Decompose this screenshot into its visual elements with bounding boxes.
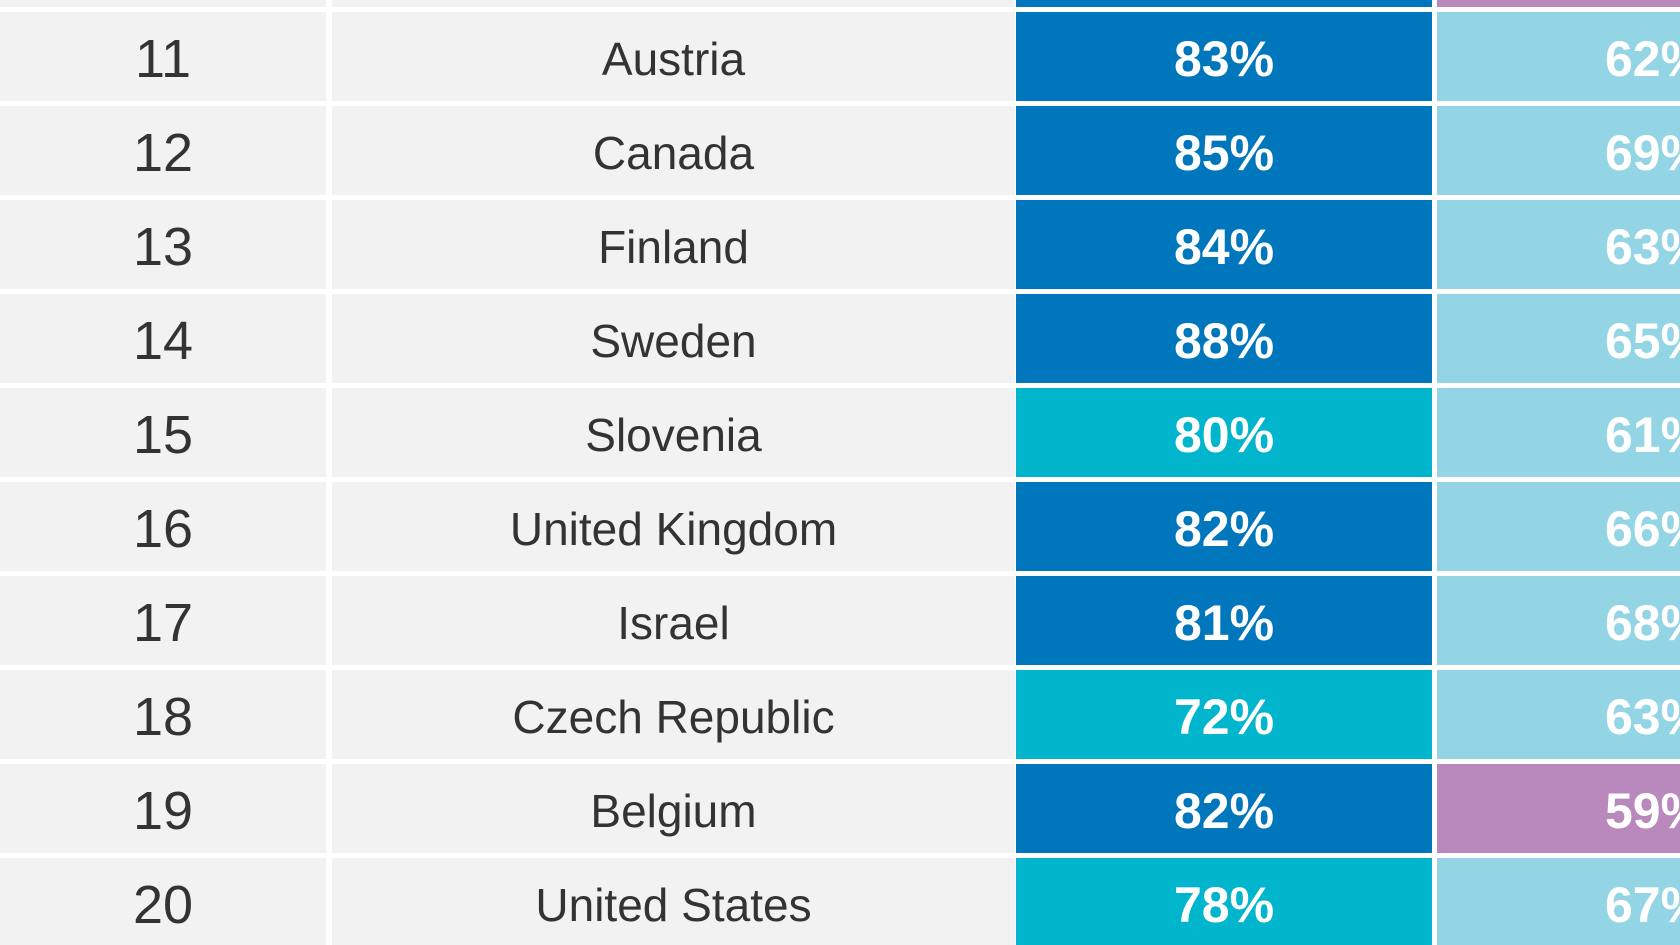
value-2-cell: 69%: [1437, 106, 1680, 195]
value-2-cell: [1437, 0, 1680, 7]
value-2-cell: 67%: [1437, 858, 1680, 945]
value-1-cell: 82%: [1016, 482, 1432, 571]
country-cell: Slovenia: [332, 388, 1015, 477]
country-cell: Belgium: [332, 764, 1015, 853]
value-1-cell: 78%: [1016, 858, 1432, 945]
rank-cell: [0, 0, 326, 7]
rank-cell: 14: [0, 294, 326, 383]
value-1-cell: 72%: [1016, 670, 1432, 759]
country-cell: Austria: [332, 12, 1015, 101]
value-1-cell: 80%: [1016, 388, 1432, 477]
value-2-cell: 59%: [1437, 764, 1680, 853]
value-1-cell: 84%: [1016, 200, 1432, 289]
value-2-cell: 61%: [1437, 388, 1680, 477]
rank-cell: 20: [0, 858, 326, 945]
value-1-cell: [1016, 0, 1432, 7]
value-2-cell: 65%: [1437, 294, 1680, 383]
country-cell: [332, 0, 1015, 7]
rank-cell: 19: [0, 764, 326, 853]
country-cell: United Kingdom: [332, 482, 1015, 571]
value-1-cell: 88%: [1016, 294, 1432, 383]
rank-cell: 16: [0, 482, 326, 571]
country-cell: Finland: [332, 200, 1015, 289]
rank-cell: 17: [0, 576, 326, 665]
value-2-cell: 63%: [1437, 200, 1680, 289]
value-2-cell: 62%: [1437, 12, 1680, 101]
country-cell: United States: [332, 858, 1015, 945]
rank-cell: 15: [0, 388, 326, 477]
value-2-cell: 63%: [1437, 670, 1680, 759]
country-cell: Canada: [332, 106, 1015, 195]
value-2-cell: 66%: [1437, 482, 1680, 571]
rank-cell: 12: [0, 106, 326, 195]
value-1-cell: 81%: [1016, 576, 1432, 665]
value-1-cell: 83%: [1016, 12, 1432, 101]
country-cell: Czech Republic: [332, 670, 1015, 759]
rank-cell: 13: [0, 200, 326, 289]
value-1-cell: 85%: [1016, 106, 1432, 195]
rank-cell: 18: [0, 670, 326, 759]
value-2-cell: 68%: [1437, 576, 1680, 665]
country-cell: Sweden: [332, 294, 1015, 383]
country-cell: Israel: [332, 576, 1015, 665]
rank-cell: 11: [0, 12, 326, 101]
table-row-partial: [0, 0, 1680, 7]
value-1-cell: 82%: [1016, 764, 1432, 853]
